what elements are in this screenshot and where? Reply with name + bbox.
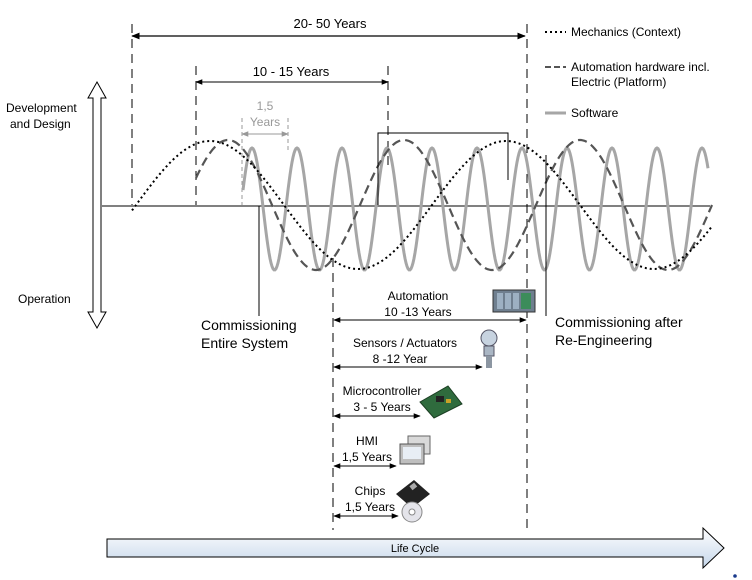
- microcontroller-label: Microcontroller: [343, 384, 422, 398]
- left-axis-top-line2: and Design: [10, 117, 71, 131]
- sensors-years: 8 -12 Year: [373, 352, 428, 366]
- software-curve: [241, 146, 710, 272]
- commissioning-right-line1: Commissioning after: [555, 314, 683, 330]
- mid-span-label: 10 - 15 Years: [253, 64, 330, 79]
- reengineering-bracket: [377, 132, 509, 205]
- top-span-label: 20- 50 Years: [293, 16, 367, 31]
- development-operation-arrow: [87, 80, 107, 330]
- automation-years: 10 -13 Years: [384, 305, 451, 319]
- microcontroller-years: 3 - 5 Years: [353, 400, 410, 414]
- automation-label: Automation: [388, 289, 449, 303]
- chips-label: Chips: [355, 484, 386, 498]
- sensor-icon: [480, 329, 498, 368]
- automation-hardware-curve: [195, 138, 714, 272]
- legend-mechanics-label: Mechanics (Context): [571, 25, 681, 39]
- small-span-label-line1: 1,5: [257, 99, 274, 113]
- hmi-panel-icon: [399, 435, 431, 465]
- legend-automation-label-line1: Automation hardware incl.: [571, 60, 710, 74]
- floppy-disk-icon: [396, 480, 430, 508]
- life-cycle-arrow: [106, 526, 725, 570]
- left-axis-top-line1: Development: [6, 101, 77, 115]
- chips-years: 1,5 Years: [345, 500, 395, 514]
- life-cycle-label: Life Cycle: [391, 543, 439, 555]
- left-axis-bottom: Operation: [18, 292, 71, 306]
- commissioning-left-line1: Commissioning: [201, 317, 297, 333]
- legend-software-label: Software: [571, 106, 619, 120]
- legend-automation-label-line2: Electric (Platform): [571, 75, 666, 89]
- sensors-label: Sensors / Actuators: [353, 336, 457, 350]
- commissioning-right-line2: Re-Engineering: [555, 332, 652, 348]
- hmi-label: HMI: [356, 434, 378, 448]
- hmi-years: 1,5 Years: [342, 450, 392, 464]
- commissioning-left-line2: Entire System: [201, 335, 288, 351]
- small-span-label-line2: Years: [250, 115, 280, 129]
- cd-disc-icon: [401, 501, 423, 523]
- plc-icon: [492, 289, 536, 313]
- corner-dot: [733, 574, 737, 578]
- circuit-board-icon: [419, 385, 463, 419]
